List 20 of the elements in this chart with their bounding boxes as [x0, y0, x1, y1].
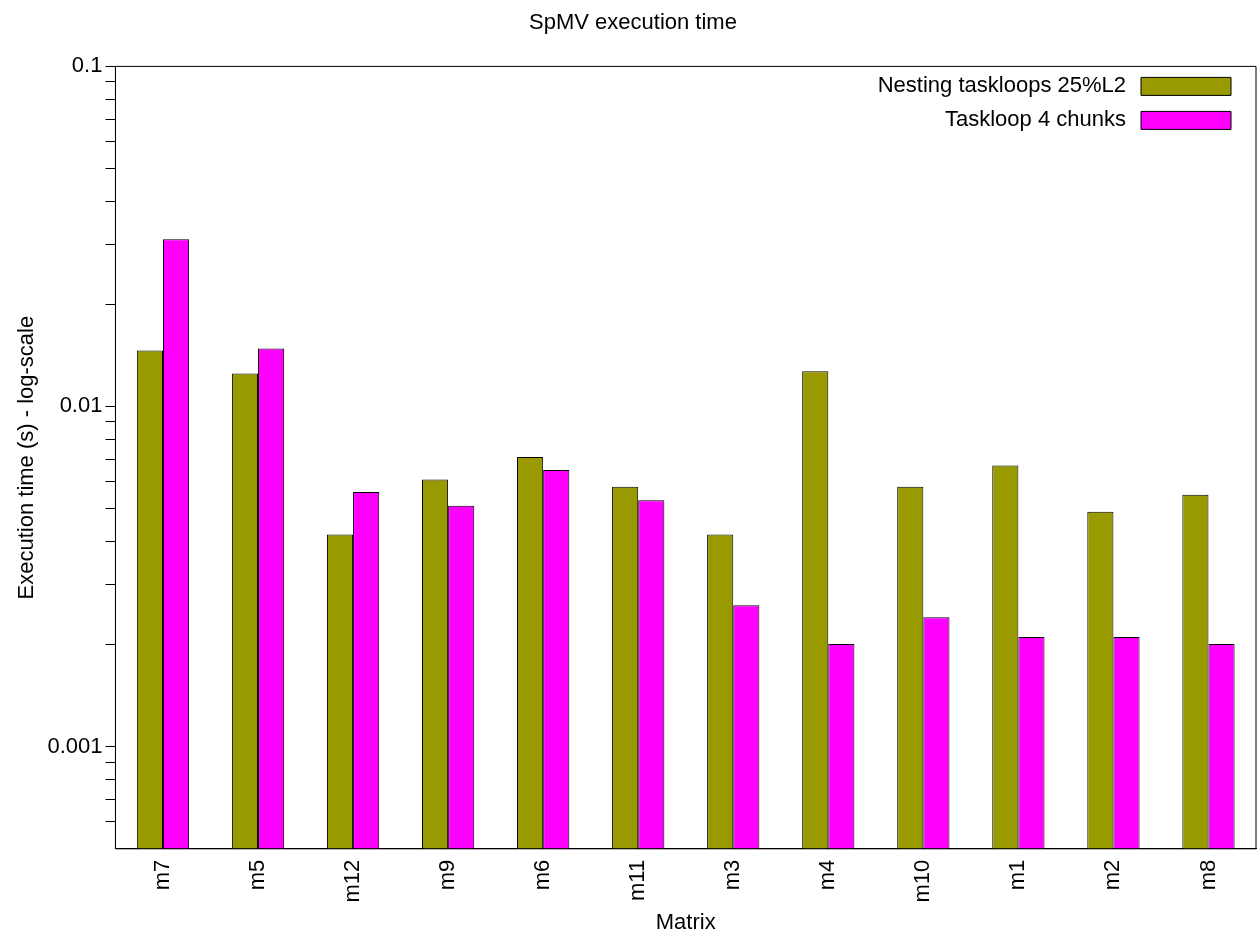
x-tick-label: m10: [909, 859, 935, 903]
y-tick-label: 0.01: [59, 392, 103, 418]
x-tick-label: m3: [719, 859, 745, 891]
x-tick-label: m11: [624, 859, 650, 901]
x-tick-label: m4: [814, 859, 840, 891]
y-tick-label: 0.1: [71, 52, 103, 78]
x-axis-title: Matrix: [655, 908, 716, 934]
x-tick-label: m9: [434, 859, 460, 891]
y-axis-title: Execution time (s) - log-scale: [13, 315, 39, 600]
x-tick-label: m12: [339, 859, 365, 903]
legend-label: Nesting taskloops 25%L2: [877, 72, 1126, 98]
x-tick-label: m7: [149, 859, 175, 891]
legend-label: Taskloop 4 chunks: [945, 106, 1126, 132]
x-tick-label: m2: [1099, 859, 1125, 891]
x-tick-label: m1: [1004, 859, 1030, 891]
x-tick-label: m5: [244, 859, 270, 891]
x-tick-label: m6: [529, 859, 555, 891]
x-tick-label: m8: [1194, 859, 1220, 891]
text: 0.001: [47, 732, 103, 758]
chart-title: SpMV execution time: [529, 9, 737, 35]
